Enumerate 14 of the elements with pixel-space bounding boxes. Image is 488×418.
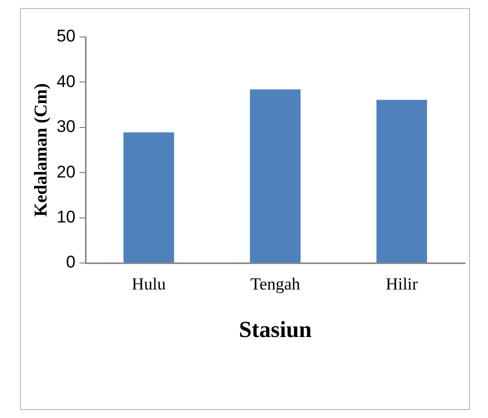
y-axis-title: Kedalaman (Cm): [30, 83, 50, 217]
bar: [123, 132, 174, 262]
x-tick-label: Hilir: [386, 274, 418, 294]
y-tick-label: 40: [56, 72, 76, 91]
y-tick-label: 30: [56, 117, 76, 136]
x-axis-title: Stasiun: [238, 317, 312, 342]
y-tick-label: 50: [56, 26, 76, 46]
bar: [250, 89, 301, 262]
y-tick-label: 10: [56, 207, 76, 226]
y-tick-label: 20: [56, 162, 76, 182]
bar: [376, 100, 428, 262]
x-tick-label: Tengah: [250, 274, 301, 294]
y-tick-label: 0: [66, 252, 76, 272]
x-tick-label: Hulu: [132, 274, 166, 294]
